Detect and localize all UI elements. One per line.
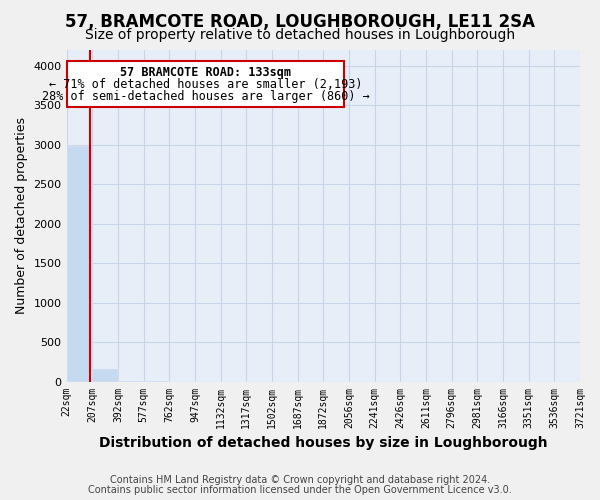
FancyBboxPatch shape: [67, 61, 344, 107]
Text: Contains HM Land Registry data © Crown copyright and database right 2024.: Contains HM Land Registry data © Crown c…: [110, 475, 490, 485]
Text: Contains public sector information licensed under the Open Government Licence v3: Contains public sector information licen…: [88, 485, 512, 495]
Bar: [67, 146, 92, 382]
Text: 57 BRAMCOTE ROAD: 133sqm: 57 BRAMCOTE ROAD: 133sqm: [120, 66, 291, 79]
Y-axis label: Number of detached properties: Number of detached properties: [15, 118, 28, 314]
Bar: [92, 370, 118, 382]
Text: 57, BRAMCOTE ROAD, LOUGHBOROUGH, LE11 2SA: 57, BRAMCOTE ROAD, LOUGHBOROUGH, LE11 2S…: [65, 12, 535, 30]
Text: 28% of semi-detached houses are larger (860) →: 28% of semi-detached houses are larger (…: [42, 90, 370, 104]
X-axis label: Distribution of detached houses by size in Loughborough: Distribution of detached houses by size …: [99, 436, 548, 450]
Text: ← 71% of detached houses are smaller (2,193): ← 71% of detached houses are smaller (2,…: [49, 78, 362, 92]
Text: Size of property relative to detached houses in Loughborough: Size of property relative to detached ho…: [85, 28, 515, 42]
